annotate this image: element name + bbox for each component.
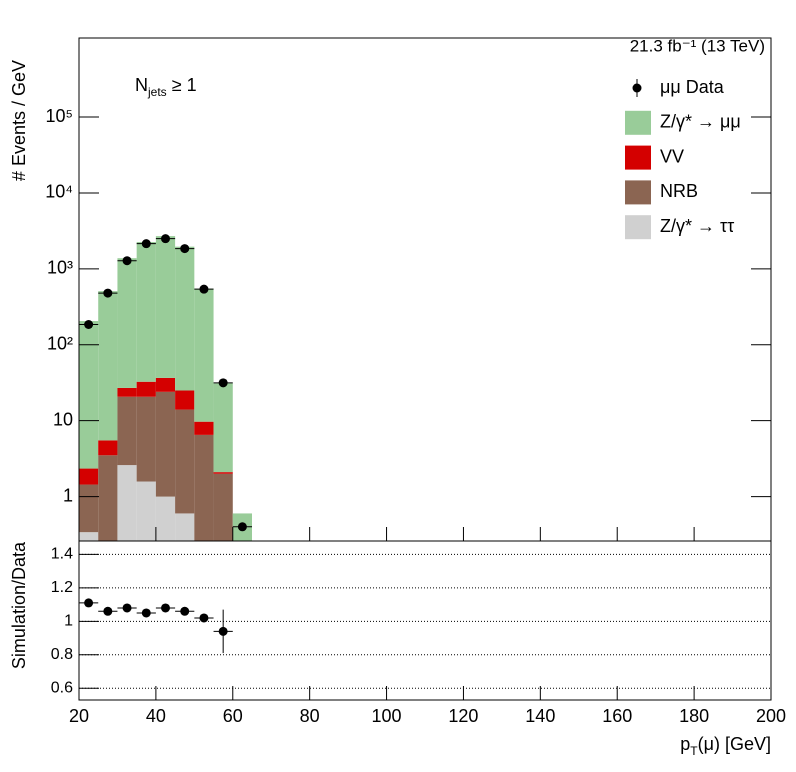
x-tick-label: 60: [223, 706, 243, 726]
stack-bar: [98, 440, 118, 456]
y-tick-label: 0.6: [51, 680, 73, 697]
data-point: [141, 239, 151, 249]
data-point: [84, 319, 94, 329]
y-tick-label: 10⁴: [45, 182, 73, 202]
y-tick-label: 10⁵: [46, 106, 73, 126]
ratio-point: [84, 598, 94, 608]
y-axis-label: # Events / GeV: [9, 60, 29, 181]
data-point: [161, 234, 170, 244]
selection-sub: jets: [147, 85, 167, 99]
ratio-point: [122, 603, 132, 613]
stack-bar: [117, 465, 137, 541]
stack-bar: [117, 396, 137, 466]
stack-bar: [136, 381, 156, 397]
lumi-label: 21.3 fb⁻¹ (13 TeV): [630, 36, 765, 55]
legend-swatch: [625, 110, 651, 135]
legend-swatch: [625, 180, 651, 205]
ratio-point: [180, 606, 190, 616]
selection-base: N: [135, 75, 148, 95]
ratio-point: [218, 626, 228, 636]
stack-bar: [79, 484, 99, 533]
y-tick-label: 10²: [47, 334, 73, 354]
stack-bar: [117, 258, 137, 388]
x-label-base: p: [680, 734, 690, 754]
stack-bar: [175, 513, 195, 541]
stack-bar: [175, 246, 195, 391]
ratio-point: [103, 606, 113, 616]
stack-bar: [136, 481, 156, 541]
legend-marker: [632, 83, 642, 93]
stack-bar: [194, 434, 214, 541]
ratio-point: [161, 603, 170, 613]
x-tick-label: 180: [679, 706, 709, 726]
stack-bar: [213, 472, 233, 474]
stack-bar: [155, 236, 176, 378]
data-point: [103, 288, 113, 298]
stack-bar: [155, 496, 176, 541]
data-point: [122, 256, 132, 266]
data-point: [237, 522, 247, 532]
data-point: [199, 284, 209, 294]
ratio-point: [199, 613, 209, 623]
ratio-y-axis-label: Simulation/Data: [9, 541, 29, 669]
selection-label: Njets ≥ 1: [135, 75, 197, 99]
legend-swatch: [625, 215, 651, 240]
stack-bar: [136, 396, 156, 482]
legend-swatch: [625, 145, 651, 170]
y-tick-label: 1.4: [51, 546, 73, 563]
plot-frame: [78, 540, 772, 701]
y-tick-label: 10³: [47, 258, 73, 278]
stack-bar: [79, 321, 99, 469]
stack-bar: [117, 387, 137, 397]
legend-label: VV: [660, 146, 684, 166]
stack-bar: [79, 532, 99, 541]
y-tick-label: 1: [63, 485, 73, 505]
stack-bar: [175, 390, 195, 410]
x-tick-label: 80: [300, 706, 320, 726]
stack-bar: [98, 291, 118, 441]
y-tick-label: 0.8: [51, 646, 73, 663]
x-tick-label: 120: [448, 706, 478, 726]
y-tick-label: 1: [64, 613, 73, 630]
x-label-rest: (μ) [GeV]: [698, 734, 771, 754]
stack-bar: [213, 383, 233, 473]
y-tick-label: 10: [53, 409, 73, 429]
x-tick-label: 20: [69, 706, 89, 726]
x-tick-label: 140: [525, 706, 555, 726]
stack-bar: [213, 473, 233, 541]
legend-label: NRB: [660, 181, 698, 201]
selection-rest: ≥ 1: [167, 75, 197, 95]
legend-label: Z/γ* → ττ: [660, 216, 734, 236]
stack-bar: [175, 409, 195, 514]
stack-bar: [194, 421, 214, 435]
ratio-point: [141, 608, 151, 618]
stack-bar: [155, 377, 176, 392]
data-point: [218, 378, 228, 388]
x-tick-label: 40: [146, 706, 166, 726]
x-tick-label: 200: [756, 706, 786, 726]
stack-bar: [194, 288, 214, 422]
stack-bar: [155, 391, 176, 497]
x-axis-label: pT(μ) [GeV]: [680, 734, 771, 758]
stack-bar: [98, 455, 118, 541]
y-tick-label: 1.2: [51, 579, 73, 596]
stack-bar: [79, 468, 99, 485]
x-tick-label: 100: [372, 706, 402, 726]
legend-label: μμ Data: [660, 77, 725, 97]
legend-label: Z/γ* → μμ: [660, 112, 741, 132]
stack-bar: [136, 242, 156, 382]
x-tick-label: 160: [602, 706, 632, 726]
x-label-sub: T: [690, 744, 698, 758]
data-point: [180, 244, 190, 254]
